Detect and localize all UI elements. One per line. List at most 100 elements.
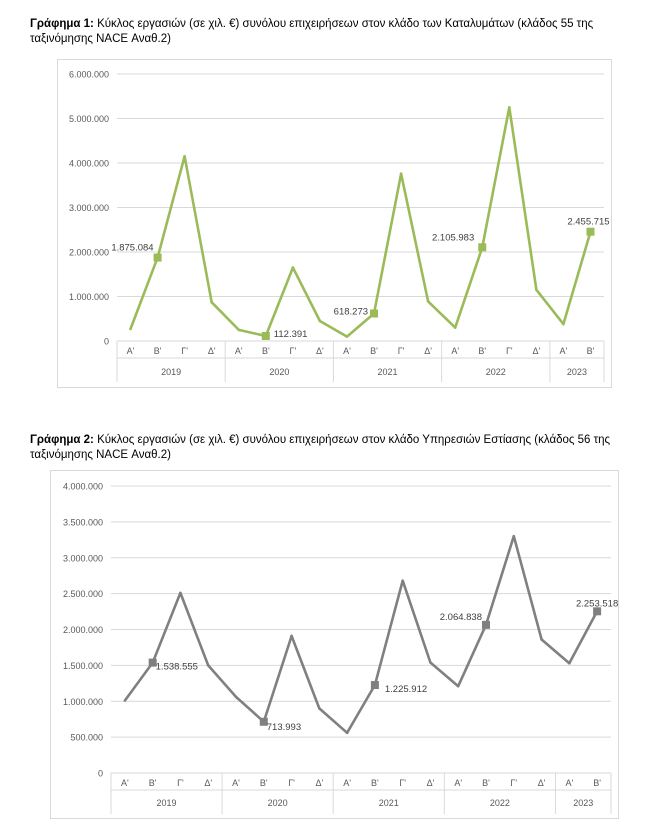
- x-tick-label: Γ': [398, 346, 405, 356]
- x-tick-label: Γ': [510, 778, 517, 788]
- data-point: [123, 699, 127, 702]
- data-marker: [261, 331, 270, 340]
- x-tick-label: Β': [370, 346, 378, 356]
- data-point: [179, 591, 182, 595]
- y-tick-label: 1.000.000: [63, 697, 103, 707]
- x-tick-label: Α': [454, 778, 462, 788]
- y-tick-label: 3.000.000: [69, 203, 109, 213]
- chart-2-caption-text: Κύκλος εργασιών (σε χιλ. €) συνόλου επιχ…: [30, 434, 611, 461]
- data-point: [345, 335, 349, 338]
- x-tick-label: Δ': [538, 778, 546, 788]
- data-label: 1.225.912: [385, 684, 427, 695]
- data-point: [426, 300, 430, 303]
- x-tick-label: Β': [260, 778, 268, 788]
- data-point: [318, 707, 321, 710]
- x-tick-label: Β': [149, 778, 157, 788]
- x-tick-label: Γ': [290, 346, 297, 356]
- y-tick-label: 3.000.000: [63, 553, 103, 563]
- data-point: [290, 634, 293, 638]
- x-tick-label: Β': [371, 778, 379, 788]
- data-point: [183, 155, 186, 158]
- x-tick-label: Γ': [288, 778, 295, 788]
- series-line: [129, 106, 592, 338]
- data-label: 2.064.838: [440, 612, 482, 623]
- chart-2-caption-label: Γράφημα 2:: [30, 434, 94, 446]
- y-tick-label: 0: [104, 337, 109, 347]
- chart-1-svg: 0 1.000.000 2.000.000 3.000.000 4.000.000 5.0…: [69, 70, 610, 382]
- data-point: [429, 661, 432, 664]
- y-tick-label: 2.000.000: [69, 248, 109, 258]
- y-tick-label: 5.000.000: [69, 114, 109, 124]
- y-tick-label: 4.000.000: [63, 482, 103, 492]
- data-marker: [478, 243, 487, 252]
- y-tick-label: 500.000: [70, 733, 103, 743]
- x-tick-label: Β': [482, 778, 490, 788]
- data-point: [568, 661, 571, 665]
- data-marker: [153, 253, 162, 262]
- x-tick-label: Γ': [399, 778, 406, 788]
- year-label: 2021: [379, 798, 399, 808]
- y-tick-label: 1.500.000: [63, 661, 103, 671]
- data-point: [401, 579, 404, 583]
- chart-1-caption: Γράφημα 1: Κύκλος εργασιών (σε χιλ. €) σ…: [30, 17, 642, 47]
- data-label: 2.105.983: [432, 232, 474, 243]
- chart-1-container: 0 1.000.000 2.000.000 3.000.000 4.000.000 5.0…: [57, 59, 612, 388]
- data-label: 1.875.084: [111, 243, 153, 254]
- year-label: 2020: [269, 367, 289, 377]
- year-label: 2019: [161, 367, 181, 377]
- x-tick-label: Γ': [506, 346, 513, 356]
- data-marker: [259, 717, 268, 726]
- data-point: [129, 327, 132, 331]
- data-point: [399, 172, 403, 175]
- x-tick-label: Γ': [181, 346, 188, 356]
- data-point: [535, 288, 538, 292]
- x-tick-label: Α': [121, 778, 129, 788]
- year-label: 2022: [490, 798, 510, 808]
- year-label: 2022: [486, 367, 506, 377]
- data-label: 618.273: [334, 306, 368, 317]
- data-label: 713.993: [267, 722, 301, 733]
- x-tick-label: Β': [587, 346, 595, 356]
- x-tick-label: Α': [565, 778, 573, 788]
- data-marker: [370, 309, 379, 318]
- data-marker: [593, 607, 602, 616]
- data-label: 1.538.555: [156, 662, 198, 673]
- data-point: [206, 664, 210, 667]
- x-tick-label: Α': [127, 346, 135, 356]
- chart-2-container: 0 500.000 1.000.000 1.500.000 2.000.000 2.500…: [50, 470, 619, 819]
- chart-1-caption-text: Κύκλος εργασιών (σε χιλ. €) συνόλου επιχ…: [30, 18, 594, 45]
- x-tick-label: Δ': [204, 778, 212, 788]
- x-tick-label: Δ': [427, 778, 435, 788]
- x-tick-label: Α': [343, 346, 351, 356]
- data-point: [508, 106, 511, 109]
- data-marker: [482, 620, 490, 629]
- x-tick-label: Α': [451, 346, 459, 356]
- data-point: [512, 534, 516, 538]
- x-tick-label: Β': [478, 346, 486, 356]
- y-tick-label: 6.000.000: [69, 70, 109, 80]
- data-point: [456, 684, 460, 688]
- series-line: [123, 534, 599, 735]
- x-tick-label: Α': [232, 778, 240, 788]
- y-tick-label: 3.500.000: [63, 517, 103, 527]
- y-tick-label: 0: [98, 769, 103, 779]
- data-point: [237, 328, 241, 332]
- data-marker: [148, 658, 157, 667]
- year-label: 2020: [268, 798, 288, 808]
- year-label: 2021: [378, 367, 398, 377]
- x-tick-label: Δ': [316, 346, 324, 356]
- data-label: 112.391: [274, 329, 308, 340]
- data-point: [234, 695, 238, 699]
- data-label: 2.455.715: [567, 217, 609, 228]
- data-point: [318, 319, 322, 323]
- x-tick-label: Β': [262, 346, 270, 356]
- data-point: [291, 266, 295, 269]
- data-point: [562, 322, 565, 326]
- x-tick-label: Γ': [177, 778, 184, 788]
- chart-1-caption-label: Γράφημα 1:: [30, 18, 94, 30]
- data-point: [345, 731, 349, 735]
- chart-2-caption: Γράφημα 2: Κύκλος εργασιών (σε χιλ. €) σ…: [30, 433, 642, 463]
- data-label: 2.253.518: [576, 598, 618, 609]
- x-tick-label: Α': [560, 346, 568, 356]
- x-tick-label: Δ': [208, 346, 216, 356]
